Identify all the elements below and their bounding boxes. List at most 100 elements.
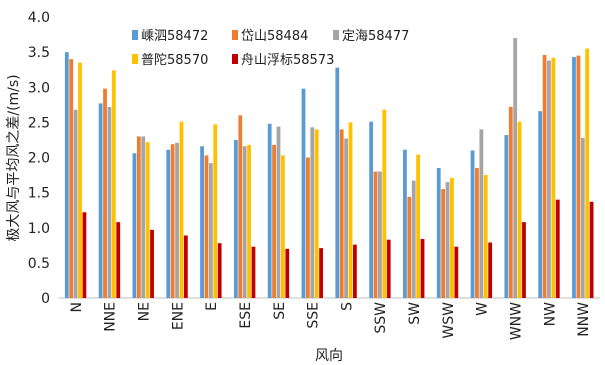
bar [314, 129, 319, 298]
x-tick-label: ESE [238, 302, 254, 329]
x-tick-label: N [69, 302, 85, 312]
bar [200, 146, 204, 298]
bar [276, 126, 281, 298]
bar [441, 189, 446, 298]
y-tick-label: 0.5 [28, 256, 50, 272]
y-tick-label: 3.0 [28, 80, 50, 96]
x-tick-label: SW [407, 302, 423, 325]
bar [416, 154, 421, 298]
y-tick-label: 3.5 [28, 45, 50, 61]
bar [551, 57, 556, 298]
bar [483, 175, 488, 298]
bar [353, 244, 357, 298]
x-tick-label: ENE [170, 302, 186, 330]
bar [576, 55, 581, 298]
bars [64, 38, 594, 299]
bar [103, 88, 107, 298]
legend-label: 舟山浮标58573 [241, 53, 334, 68]
x-tick-label: S [339, 302, 355, 311]
bar [145, 142, 150, 298]
bar [445, 182, 450, 298]
bar [547, 60, 551, 299]
bar [64, 52, 69, 299]
bar [305, 157, 310, 298]
bar [179, 121, 184, 298]
bar [217, 243, 222, 298]
bar [238, 115, 243, 298]
bar [141, 136, 146, 298]
bar [111, 70, 116, 298]
x-tick-label: NNE [103, 302, 119, 332]
bar [166, 149, 171, 298]
bar [233, 139, 238, 298]
bar [272, 144, 276, 298]
bar [116, 222, 121, 298]
bar [420, 238, 425, 298]
bar [208, 163, 213, 298]
bar [517, 121, 522, 298]
bar [136, 136, 141, 298]
x-tick-label: SE [272, 302, 288, 320]
legend-swatch [132, 30, 138, 40]
bar [267, 123, 272, 298]
y-tick-label: 1.5 [28, 186, 50, 202]
bar [251, 246, 256, 298]
bar [344, 138, 349, 298]
x-tick-label: NE [137, 302, 153, 321]
x-tick-label: SSE [306, 302, 322, 329]
bar [488, 242, 493, 298]
bar [170, 144, 175, 298]
bar [479, 129, 484, 298]
bar [373, 171, 378, 298]
bar [542, 54, 547, 298]
y-tick-label: 0 [41, 291, 50, 307]
bar [280, 155, 285, 298]
bar [382, 109, 387, 298]
bar [247, 144, 251, 298]
legend-swatch [232, 54, 238, 64]
bar [580, 137, 585, 298]
x-tick-label: WNW [509, 302, 525, 340]
y-axis-ticks: 0 0.5 1.0 1.5 2.0 2.5 3.0 3.5 4.0 [28, 10, 50, 307]
legend-label: 定海58477 [342, 29, 409, 44]
x-tick-label: SSW [373, 302, 389, 334]
x-tick-label: NNW [576, 302, 592, 337]
x-tick-label: W [475, 302, 491, 316]
bar [335, 67, 340, 298]
bar [348, 122, 353, 299]
y-tick-label: 1.0 [28, 221, 50, 237]
bar [82, 212, 87, 298]
bar [213, 124, 218, 298]
bar [310, 127, 315, 298]
bar [69, 59, 74, 299]
x-axis-title: 风向 [315, 348, 343, 364]
bar [589, 201, 594, 298]
bar [132, 153, 137, 298]
bar [339, 129, 344, 298]
bar [504, 135, 509, 298]
bar [572, 57, 576, 298]
bar [403, 149, 407, 298]
bar [470, 150, 475, 298]
bar [150, 229, 154, 298]
bar [204, 155, 209, 298]
bar [175, 142, 179, 298]
y-tick-label: 2.0 [28, 151, 50, 167]
bar [285, 248, 290, 298]
bar [369, 121, 374, 298]
bar [107, 106, 112, 298]
bar [98, 103, 103, 298]
legend-label: 岱山58484 [241, 29, 308, 44]
legend-label: 嵊泗58472 [141, 29, 208, 44]
bar [73, 109, 78, 298]
bar [513, 38, 518, 298]
y-axis-title: 极大风与平均风之差/(m/s) [6, 74, 22, 241]
bar [522, 222, 526, 298]
x-tick-label: E [204, 302, 220, 311]
legend-swatch [333, 30, 339, 40]
bar [411, 180, 416, 298]
bar [78, 62, 82, 298]
bar [585, 48, 590, 298]
bar [508, 106, 513, 298]
